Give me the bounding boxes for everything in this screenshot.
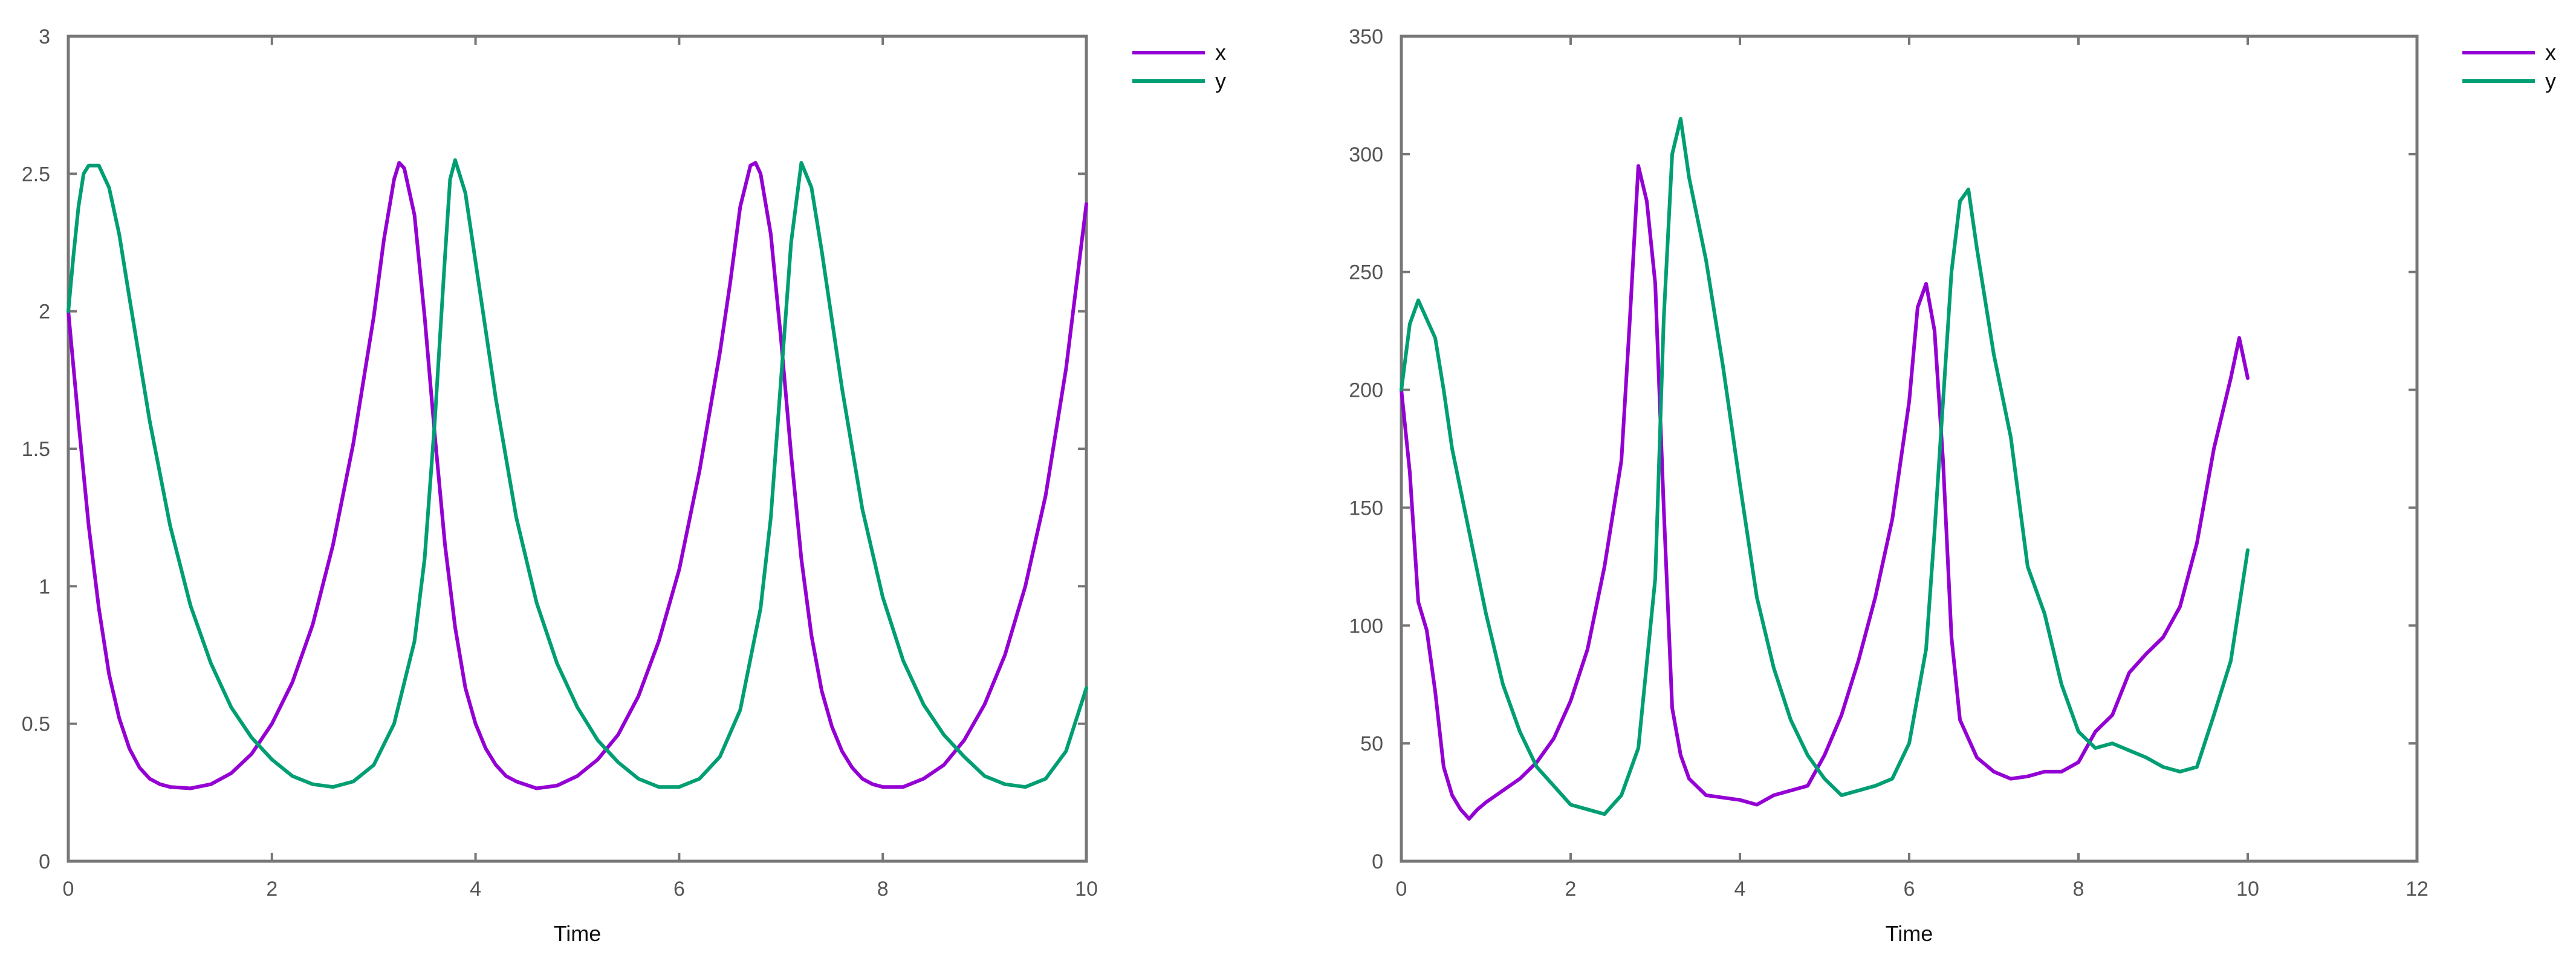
x-tick-label: 8 xyxy=(877,878,889,901)
series-line-x xyxy=(67,161,1088,790)
x-tick-label: 4 xyxy=(1734,878,1746,901)
chart-left: 0 2 4 6 8 10 0 0.5 1 1.5 2 2.5 3 Time xy xyxy=(22,25,1226,946)
legend-label-y: y xyxy=(2545,68,2556,93)
x-tick-label: 6 xyxy=(673,878,685,901)
y-tick-label: 200 xyxy=(1349,379,1383,402)
y-tick-label: 0 xyxy=(1372,850,1383,873)
x-tick-label: 12 xyxy=(2406,878,2428,901)
y-tick-label: 300 xyxy=(1349,143,1383,166)
legend-label-x: x xyxy=(2545,40,2556,65)
x-tick-label: 6 xyxy=(1904,878,1915,901)
x-tick-label: 0 xyxy=(1396,878,1407,901)
y-tick-label: 100 xyxy=(1349,614,1383,637)
x-axis-title: Time xyxy=(554,921,602,946)
plot-frame xyxy=(67,34,1088,863)
legend-label-x: x xyxy=(1215,40,1226,65)
legend-label-y: y xyxy=(1215,68,1226,93)
y-tick-label: 50 xyxy=(1360,732,1383,755)
series-line-y xyxy=(67,158,1088,789)
x-tick-label: 2 xyxy=(266,878,277,901)
y-tick-label: 250 xyxy=(1349,261,1383,284)
x-axis-title: Time xyxy=(1886,921,1933,946)
y-tick-label: 0 xyxy=(39,850,50,873)
x-tick-label: 10 xyxy=(1075,878,1098,901)
x-tick-label: 8 xyxy=(2073,878,2084,901)
y-tick-label: 2 xyxy=(39,301,50,324)
series-line-x xyxy=(1400,164,2250,821)
y-tick-label: 150 xyxy=(1349,497,1383,520)
y-tick-label: 1 xyxy=(39,575,50,598)
y-tick-label: 350 xyxy=(1349,25,1383,48)
y-tick-label: 0.5 xyxy=(22,713,50,736)
x-tick-label: 4 xyxy=(470,878,481,901)
x-tick-label: 10 xyxy=(2236,878,2259,901)
y-tick-label: 1.5 xyxy=(22,438,50,461)
series-line-y xyxy=(1400,117,2250,816)
chart-right: 0 2 4 6 8 10 12 0 50 100 150 200 250 300 350 Time xy xyxy=(1349,25,2556,946)
y-tick-label: 2.5 xyxy=(22,163,50,186)
x-tick-label: 0 xyxy=(63,878,74,901)
x-tick-label: 2 xyxy=(1565,878,1577,901)
y-tick-label: 3 xyxy=(39,25,50,48)
